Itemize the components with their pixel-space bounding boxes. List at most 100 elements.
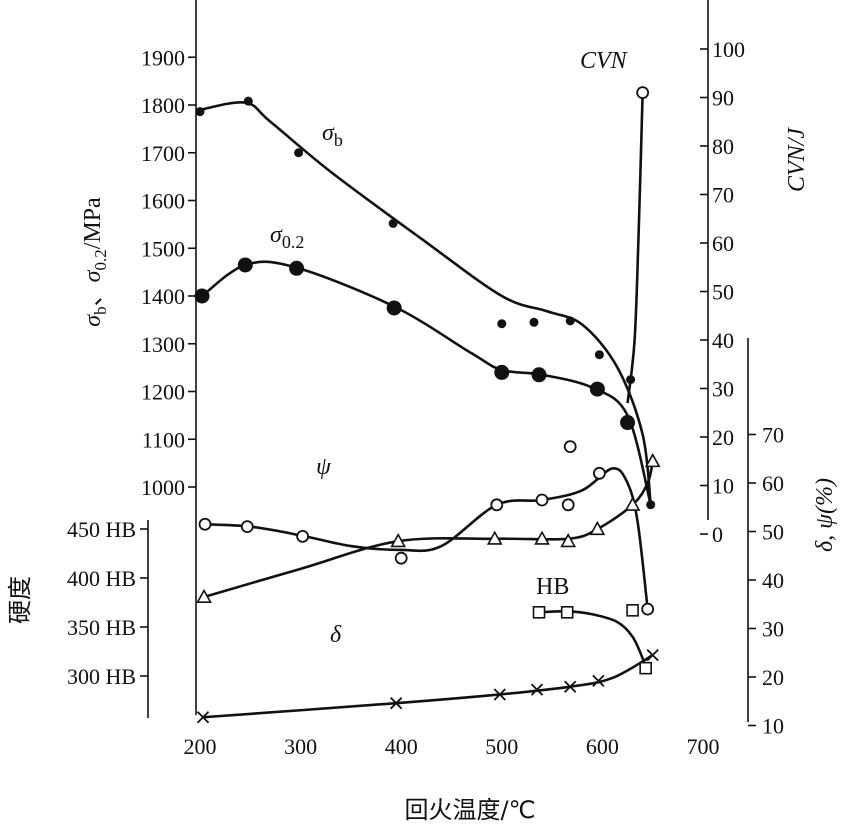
- strength-tick-label: 1400: [141, 284, 185, 309]
- point-square: [639, 661, 652, 675]
- point-big-dot: [620, 415, 636, 431]
- hardness-tick-label: 300 HB: [67, 664, 136, 689]
- point-triangle: [196, 588, 212, 603]
- x-tick-label: 500: [485, 734, 518, 759]
- cvn-tick-label: 80: [712, 134, 734, 159]
- cvn-tick-label: 20: [712, 425, 734, 450]
- point-triangle: [624, 496, 641, 511]
- point-open-circle: [296, 529, 310, 543]
- hb-label: HB: [536, 574, 569, 600]
- cvn-tick-label: 70: [712, 183, 734, 208]
- point-big-dot: [194, 288, 210, 304]
- delta-curve: [202, 654, 654, 719]
- point-dot: [646, 500, 656, 510]
- point-dot: [243, 96, 253, 106]
- cvn-tick-label: 0: [712, 522, 723, 547]
- point-triangle: [644, 453, 661, 468]
- strength-tick-label: 1200: [141, 380, 185, 405]
- point-open-circle: [490, 498, 504, 512]
- elong-tick-label: 70: [762, 423, 784, 448]
- x-axis-title: 回火温度/℃: [404, 796, 535, 824]
- strength-tick-label: 1500: [141, 236, 185, 261]
- point-square: [560, 605, 574, 619]
- cvn-tick-label: 60: [712, 231, 734, 256]
- point-open-circle: [394, 551, 408, 565]
- point-cross: [196, 711, 210, 724]
- cvn-axis-title: CVN/J: [784, 127, 810, 192]
- elong-tick-label: 10: [762, 714, 784, 739]
- hb-curve: [538, 609, 647, 669]
- sigma-b-curve: [199, 101, 652, 505]
- delta-label: δ: [330, 622, 342, 648]
- point-triangle: [534, 530, 550, 545]
- cvn-tick-label: 30: [712, 377, 734, 402]
- cvn-tick-label: 40: [712, 328, 734, 353]
- sigma-b-label: σb: [322, 120, 343, 150]
- point-open-circle: [535, 493, 549, 507]
- point-big-dot: [289, 260, 305, 276]
- point-cross: [592, 674, 605, 688]
- point-dot: [388, 218, 398, 228]
- x-tick-label: 700: [687, 734, 720, 759]
- hardness-tick-label: 400 HB: [67, 566, 136, 591]
- hardness-tick-label: 350 HB: [67, 615, 136, 640]
- point-big-dot: [494, 364, 510, 380]
- point-big-dot: [237, 257, 253, 273]
- strength-label-sym: σ: [80, 269, 106, 282]
- point-open-circle: [198, 517, 212, 531]
- cvn-label: CVN: [580, 48, 629, 74]
- sigma-02-label-sym: σ: [270, 222, 283, 248]
- strength-tick-label: 1900: [141, 45, 185, 70]
- strength-axis-title: σb、σ0.2/MPa: [80, 197, 110, 327]
- point-cross: [564, 680, 577, 693]
- strength-label-unit: /MPa: [80, 197, 106, 249]
- x-tick-label: 200: [184, 734, 217, 759]
- curves: [199, 92, 654, 719]
- strength-label-sym: σ: [80, 314, 106, 327]
- elong-tick-label: 40: [762, 568, 784, 593]
- axes: [140, 0, 756, 727]
- cvn-tick-label: 100: [712, 37, 745, 62]
- cvn-tick-label: 50: [712, 280, 734, 305]
- point-dot: [594, 350, 604, 360]
- point-big-dot: [531, 367, 547, 383]
- strength-tick-label: 1600: [141, 189, 185, 214]
- x-tick-label: 600: [586, 734, 619, 759]
- strength-label-sub1: b: [91, 306, 110, 315]
- point-open-circle: [561, 498, 575, 512]
- point-triangle: [560, 533, 577, 548]
- cvn-tick-label: 10: [712, 474, 734, 499]
- point-dot: [497, 319, 507, 329]
- point-triangle: [390, 533, 407, 548]
- point-square: [626, 604, 639, 617]
- point-dot: [565, 316, 575, 326]
- strength-label-sub2: 0.2: [91, 249, 110, 270]
- cvn-tick-label: 90: [712, 86, 734, 111]
- point-dot: [195, 107, 205, 117]
- strength-tick-label: 1100: [142, 427, 185, 452]
- hardness-axis-title: 硬度: [6, 576, 34, 624]
- point-open-circle: [636, 86, 650, 100]
- marks: [194, 86, 661, 724]
- hardness-tick-label: 450 HB: [67, 517, 136, 542]
- sigma-b-label-sym: σ: [322, 120, 335, 146]
- point-open-circle: [641, 602, 655, 616]
- point-big-dot: [589, 381, 605, 397]
- point-cross: [530, 683, 544, 696]
- point-dot: [529, 317, 539, 327]
- elong-axis-title: δ, ψ(%): [812, 478, 838, 552]
- point-open-circle: [592, 466, 606, 480]
- cvn-curve: [626, 92, 644, 404]
- point-open-circle: [240, 520, 254, 534]
- point-dot: [294, 148, 304, 158]
- x-tick-label: 400: [385, 734, 418, 759]
- sigma-02-label: σ0.2: [270, 222, 304, 252]
- strength-label-sep: 、: [80, 282, 106, 306]
- elong-tick-label: 50: [762, 520, 784, 545]
- point-open-circle: [563, 440, 577, 454]
- strength-tick-label: 1300: [141, 332, 185, 357]
- point-cross: [646, 649, 659, 662]
- point-cross: [493, 688, 506, 701]
- strength-tick-label: 1000: [141, 475, 185, 500]
- point-square: [532, 605, 546, 619]
